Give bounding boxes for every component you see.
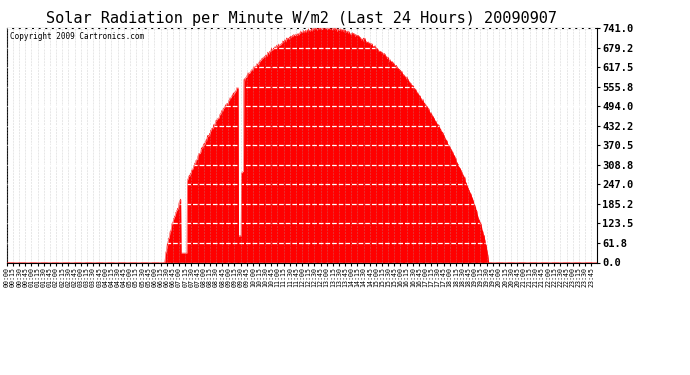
Text: Copyright 2009 Cartronics.com: Copyright 2009 Cartronics.com [10,32,144,40]
Title: Solar Radiation per Minute W/m2 (Last 24 Hours) 20090907: Solar Radiation per Minute W/m2 (Last 24… [46,10,558,26]
